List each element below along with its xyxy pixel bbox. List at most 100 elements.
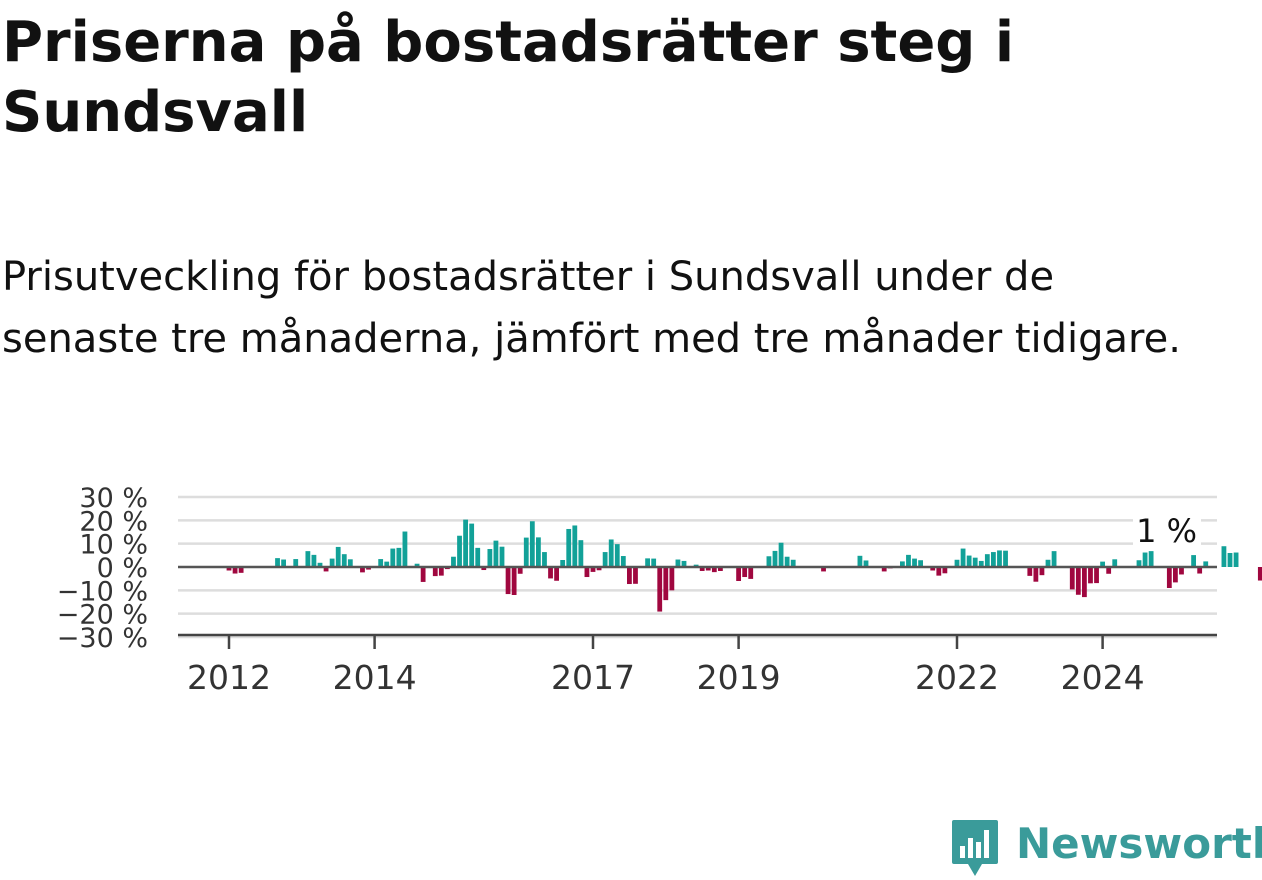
bar <box>1082 567 1087 598</box>
bar <box>226 567 232 571</box>
bar <box>529 521 535 567</box>
bar <box>936 567 942 576</box>
x-ticks: 2012 2014 2017 2019 2022 2024 <box>187 635 1145 697</box>
bar <box>548 567 553 579</box>
bar <box>748 567 754 579</box>
bar <box>420 567 426 582</box>
bar <box>906 554 911 567</box>
bar <box>451 556 456 567</box>
bar <box>1142 552 1148 567</box>
bar <box>991 552 996 567</box>
bar <box>347 559 353 567</box>
y-tick-label: −10 % <box>57 576 148 607</box>
bar <box>1075 567 1081 595</box>
bar <box>918 560 923 567</box>
bar <box>560 560 566 567</box>
bar <box>305 551 311 567</box>
bar <box>1045 559 1051 567</box>
bar <box>396 547 402 567</box>
bar <box>275 558 280 567</box>
bar <box>542 552 547 567</box>
bar <box>1233 552 1239 567</box>
bar <box>912 558 917 567</box>
bar <box>960 548 966 567</box>
x-tick-label: 2019 <box>697 658 781 697</box>
bar <box>596 567 602 571</box>
y-tick-label: 20 % <box>79 506 148 537</box>
bar <box>481 567 487 571</box>
bar <box>651 558 657 567</box>
bar <box>1100 561 1105 567</box>
bar <box>657 567 663 612</box>
bar <box>900 561 905 567</box>
bar <box>335 546 341 567</box>
bar <box>699 567 705 571</box>
bar <box>742 567 748 578</box>
bar <box>432 567 438 577</box>
bar <box>681 560 687 567</box>
bar <box>463 519 468 567</box>
latest-value-label: 1 % <box>1136 512 1197 550</box>
bar <box>232 567 238 574</box>
bar <box>984 554 990 567</box>
bar <box>954 559 960 567</box>
latest-value-label-background <box>1133 514 1201 550</box>
bar <box>511 567 517 595</box>
newsworthy-logo: Newsworthy <box>950 818 1262 880</box>
x-tick-label: 2017 <box>551 658 635 697</box>
chart-subtitle: Prisutveckling för bostadsrätter i Sunds… <box>2 254 1181 362</box>
bar <box>438 567 444 576</box>
bar <box>1094 567 1099 584</box>
bar <box>1173 567 1178 583</box>
bar <box>1033 567 1039 582</box>
bar <box>620 556 626 567</box>
bar <box>930 567 936 571</box>
bar <box>402 531 408 567</box>
bar <box>997 550 1002 567</box>
bar <box>329 558 335 567</box>
x-tick-label: 2024 <box>1061 658 1145 697</box>
bar <box>493 540 499 567</box>
bars <box>226 519 1262 612</box>
bar <box>499 546 505 567</box>
bar <box>966 555 972 567</box>
y-tick-label: 10 % <box>79 530 148 561</box>
bar <box>736 567 741 581</box>
y-tick-label: −20 % <box>57 600 148 631</box>
bar <box>675 559 681 567</box>
bar <box>1166 567 1172 588</box>
bar <box>414 563 420 567</box>
bar <box>487 549 493 567</box>
bar <box>1227 553 1233 567</box>
bar <box>554 567 559 581</box>
bar <box>718 567 723 571</box>
bar <box>311 554 317 567</box>
bar <box>1069 567 1075 590</box>
bar <box>942 567 948 574</box>
bar <box>475 547 481 567</box>
bar <box>602 552 608 567</box>
x-tick-label: 2014 <box>333 658 417 697</box>
bar <box>863 560 869 567</box>
bar <box>881 567 887 572</box>
bar <box>1257 567 1262 581</box>
chart-title: Priserna på bostadsrätter steg i Sundsva… <box>2 10 1015 145</box>
bar <box>972 557 978 567</box>
bar <box>572 525 578 567</box>
y-tick-label: −30 % <box>57 623 148 654</box>
bar <box>1088 567 1093 584</box>
bar <box>536 537 541 567</box>
bar <box>1203 561 1209 567</box>
bar <box>281 559 286 567</box>
y-tick-label: 30 % <box>79 483 148 514</box>
bar <box>578 540 584 567</box>
bar <box>390 548 396 567</box>
bar <box>317 562 323 567</box>
x-tick-label: 2012 <box>187 658 271 697</box>
bar <box>608 539 614 567</box>
bar-chart: 30 %20 %10 %0 %−10 %−20 %−30 % 2012 2014 2… <box>57 483 1262 697</box>
bar <box>1106 567 1112 574</box>
bar <box>790 559 796 567</box>
bar <box>341 554 347 567</box>
bar <box>323 567 329 572</box>
